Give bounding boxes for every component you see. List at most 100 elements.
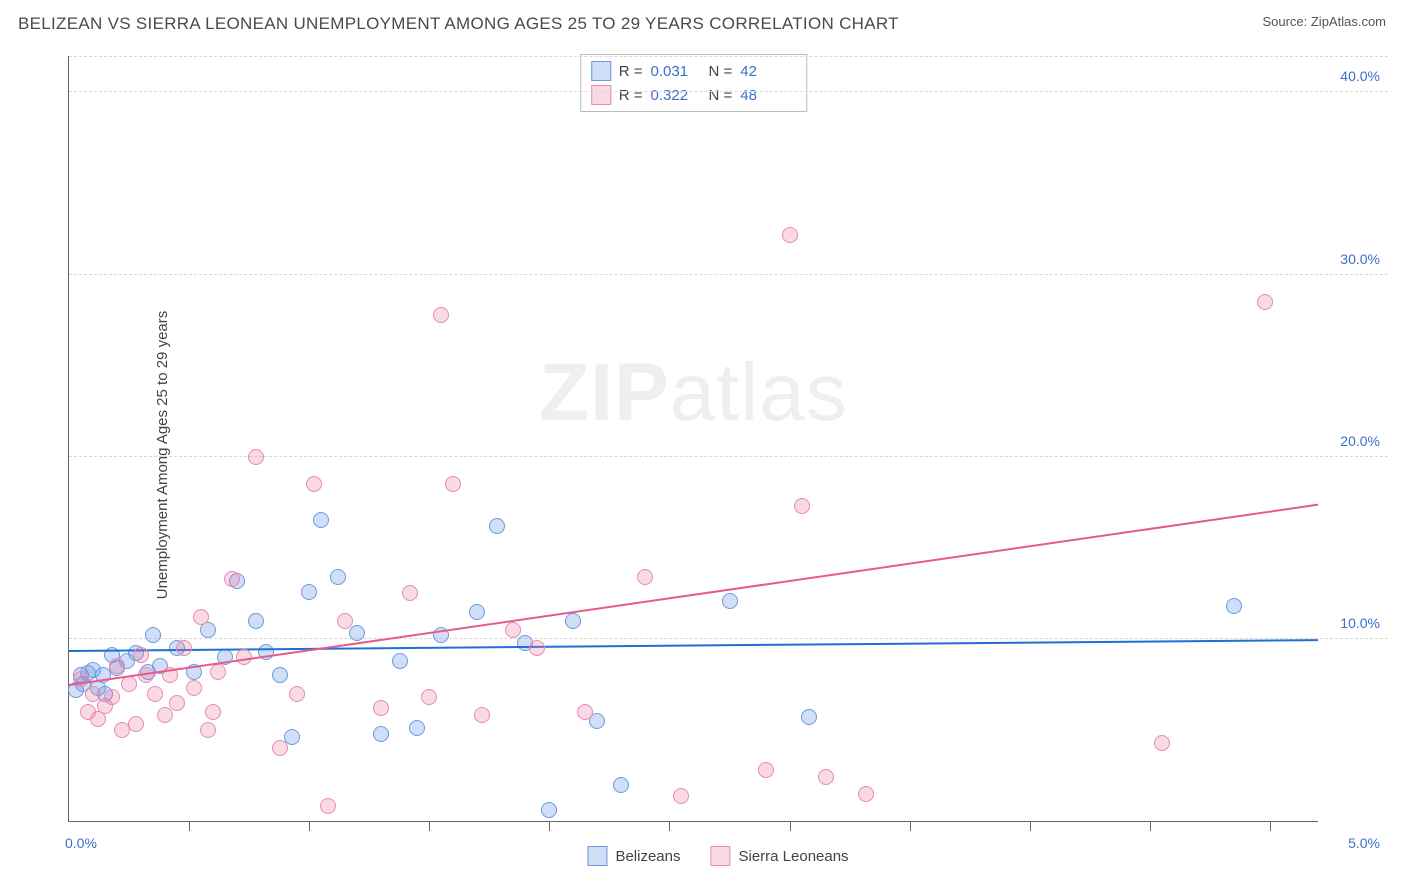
data-point bbox=[673, 788, 689, 804]
data-point bbox=[505, 622, 521, 638]
data-point bbox=[330, 569, 346, 585]
data-point bbox=[301, 584, 317, 600]
x-tick bbox=[790, 821, 791, 831]
data-point bbox=[193, 609, 209, 625]
data-point bbox=[104, 689, 120, 705]
x-tick bbox=[309, 821, 310, 831]
data-point bbox=[272, 667, 288, 683]
data-point bbox=[210, 664, 226, 680]
data-point bbox=[818, 769, 834, 785]
data-point bbox=[128, 716, 144, 732]
data-point bbox=[529, 640, 545, 656]
correlation-legend: R = 0.031 N = 42 R = 0.322 N = 48 bbox=[580, 54, 808, 112]
series-legend: Belizeans Sierra Leoneans bbox=[587, 846, 848, 866]
legend-swatch bbox=[710, 846, 730, 866]
y-tick-label: 40.0% bbox=[1340, 68, 1380, 84]
y-tick-label: 10.0% bbox=[1340, 615, 1380, 631]
data-point bbox=[205, 704, 221, 720]
data-point bbox=[133, 647, 149, 663]
legend-swatch bbox=[587, 846, 607, 866]
x-tick-label-right: 5.0% bbox=[1348, 835, 1380, 851]
x-tick bbox=[910, 821, 911, 831]
legend-r-label: R = bbox=[619, 87, 643, 104]
data-point bbox=[176, 640, 192, 656]
data-point bbox=[85, 686, 101, 702]
y-tick-label: 30.0% bbox=[1340, 251, 1380, 267]
data-point bbox=[565, 613, 581, 629]
data-point bbox=[421, 689, 437, 705]
legend-r-value: 0.322 bbox=[651, 87, 701, 104]
data-point bbox=[248, 613, 264, 629]
data-point bbox=[147, 686, 163, 702]
data-point bbox=[186, 680, 202, 696]
data-point bbox=[313, 512, 329, 528]
series-legend-label: Belizeans bbox=[615, 848, 680, 865]
legend-n-label: N = bbox=[709, 87, 733, 104]
data-point bbox=[1257, 294, 1273, 310]
data-point bbox=[758, 762, 774, 778]
x-tick-label-left: 0.0% bbox=[65, 835, 97, 851]
data-point bbox=[402, 585, 418, 601]
data-point bbox=[722, 593, 738, 609]
data-point bbox=[289, 686, 305, 702]
data-point bbox=[200, 722, 216, 738]
data-point bbox=[409, 720, 425, 736]
legend-n-label: N = bbox=[709, 63, 733, 80]
x-tick bbox=[669, 821, 670, 831]
data-point bbox=[794, 498, 810, 514]
gridline bbox=[69, 56, 1388, 57]
series-legend-item: Belizeans bbox=[587, 846, 680, 866]
data-point bbox=[248, 449, 264, 465]
data-point bbox=[121, 676, 137, 692]
legend-swatch bbox=[591, 85, 611, 105]
data-point bbox=[433, 307, 449, 323]
data-point bbox=[445, 476, 461, 492]
data-point bbox=[337, 613, 353, 629]
data-point bbox=[541, 802, 557, 818]
x-tick bbox=[1270, 821, 1271, 831]
data-point bbox=[469, 604, 485, 620]
legend-r-value: 0.031 bbox=[651, 63, 701, 80]
header: BELIZEAN VS SIERRA LEONEAN UNEMPLOYMENT … bbox=[0, 0, 1406, 34]
data-point bbox=[157, 707, 173, 723]
gridline bbox=[69, 274, 1388, 275]
data-point bbox=[392, 653, 408, 669]
data-point bbox=[1226, 598, 1242, 614]
data-point bbox=[349, 625, 365, 641]
y-tick-label: 20.0% bbox=[1340, 433, 1380, 449]
data-point bbox=[306, 476, 322, 492]
data-point bbox=[474, 707, 490, 723]
data-point bbox=[858, 786, 874, 802]
data-point bbox=[272, 740, 288, 756]
data-point bbox=[782, 227, 798, 243]
data-point bbox=[109, 658, 125, 674]
legend-row: R = 0.322 N = 48 bbox=[591, 83, 791, 107]
data-point bbox=[373, 700, 389, 716]
data-point bbox=[1154, 735, 1170, 751]
data-point bbox=[613, 777, 629, 793]
legend-r-label: R = bbox=[619, 63, 643, 80]
plot-area: ZIPatlas R =0.031N =42R =0.322N =48 10.0… bbox=[68, 56, 1318, 822]
data-point bbox=[145, 627, 161, 643]
source-label: Source: ZipAtlas.com bbox=[1262, 14, 1386, 29]
x-tick bbox=[429, 821, 430, 831]
data-point bbox=[801, 709, 817, 725]
legend-swatch bbox=[591, 61, 611, 81]
x-tick bbox=[549, 821, 550, 831]
x-tick bbox=[1150, 821, 1151, 831]
trend-line bbox=[69, 504, 1318, 686]
data-point bbox=[320, 798, 336, 814]
gridline bbox=[69, 638, 1388, 639]
data-point bbox=[637, 569, 653, 585]
trend-line bbox=[69, 639, 1318, 652]
x-tick bbox=[189, 821, 190, 831]
legend-row: R = 0.031 N = 42 bbox=[591, 59, 791, 83]
x-tick bbox=[1030, 821, 1031, 831]
legend-n-value: 48 bbox=[740, 87, 790, 104]
gridline bbox=[69, 456, 1388, 457]
legend-n-value: 42 bbox=[740, 63, 790, 80]
series-legend-label: Sierra Leoneans bbox=[738, 848, 848, 865]
data-point bbox=[373, 726, 389, 742]
data-point bbox=[169, 695, 185, 711]
watermark: ZIPatlas bbox=[539, 346, 848, 440]
